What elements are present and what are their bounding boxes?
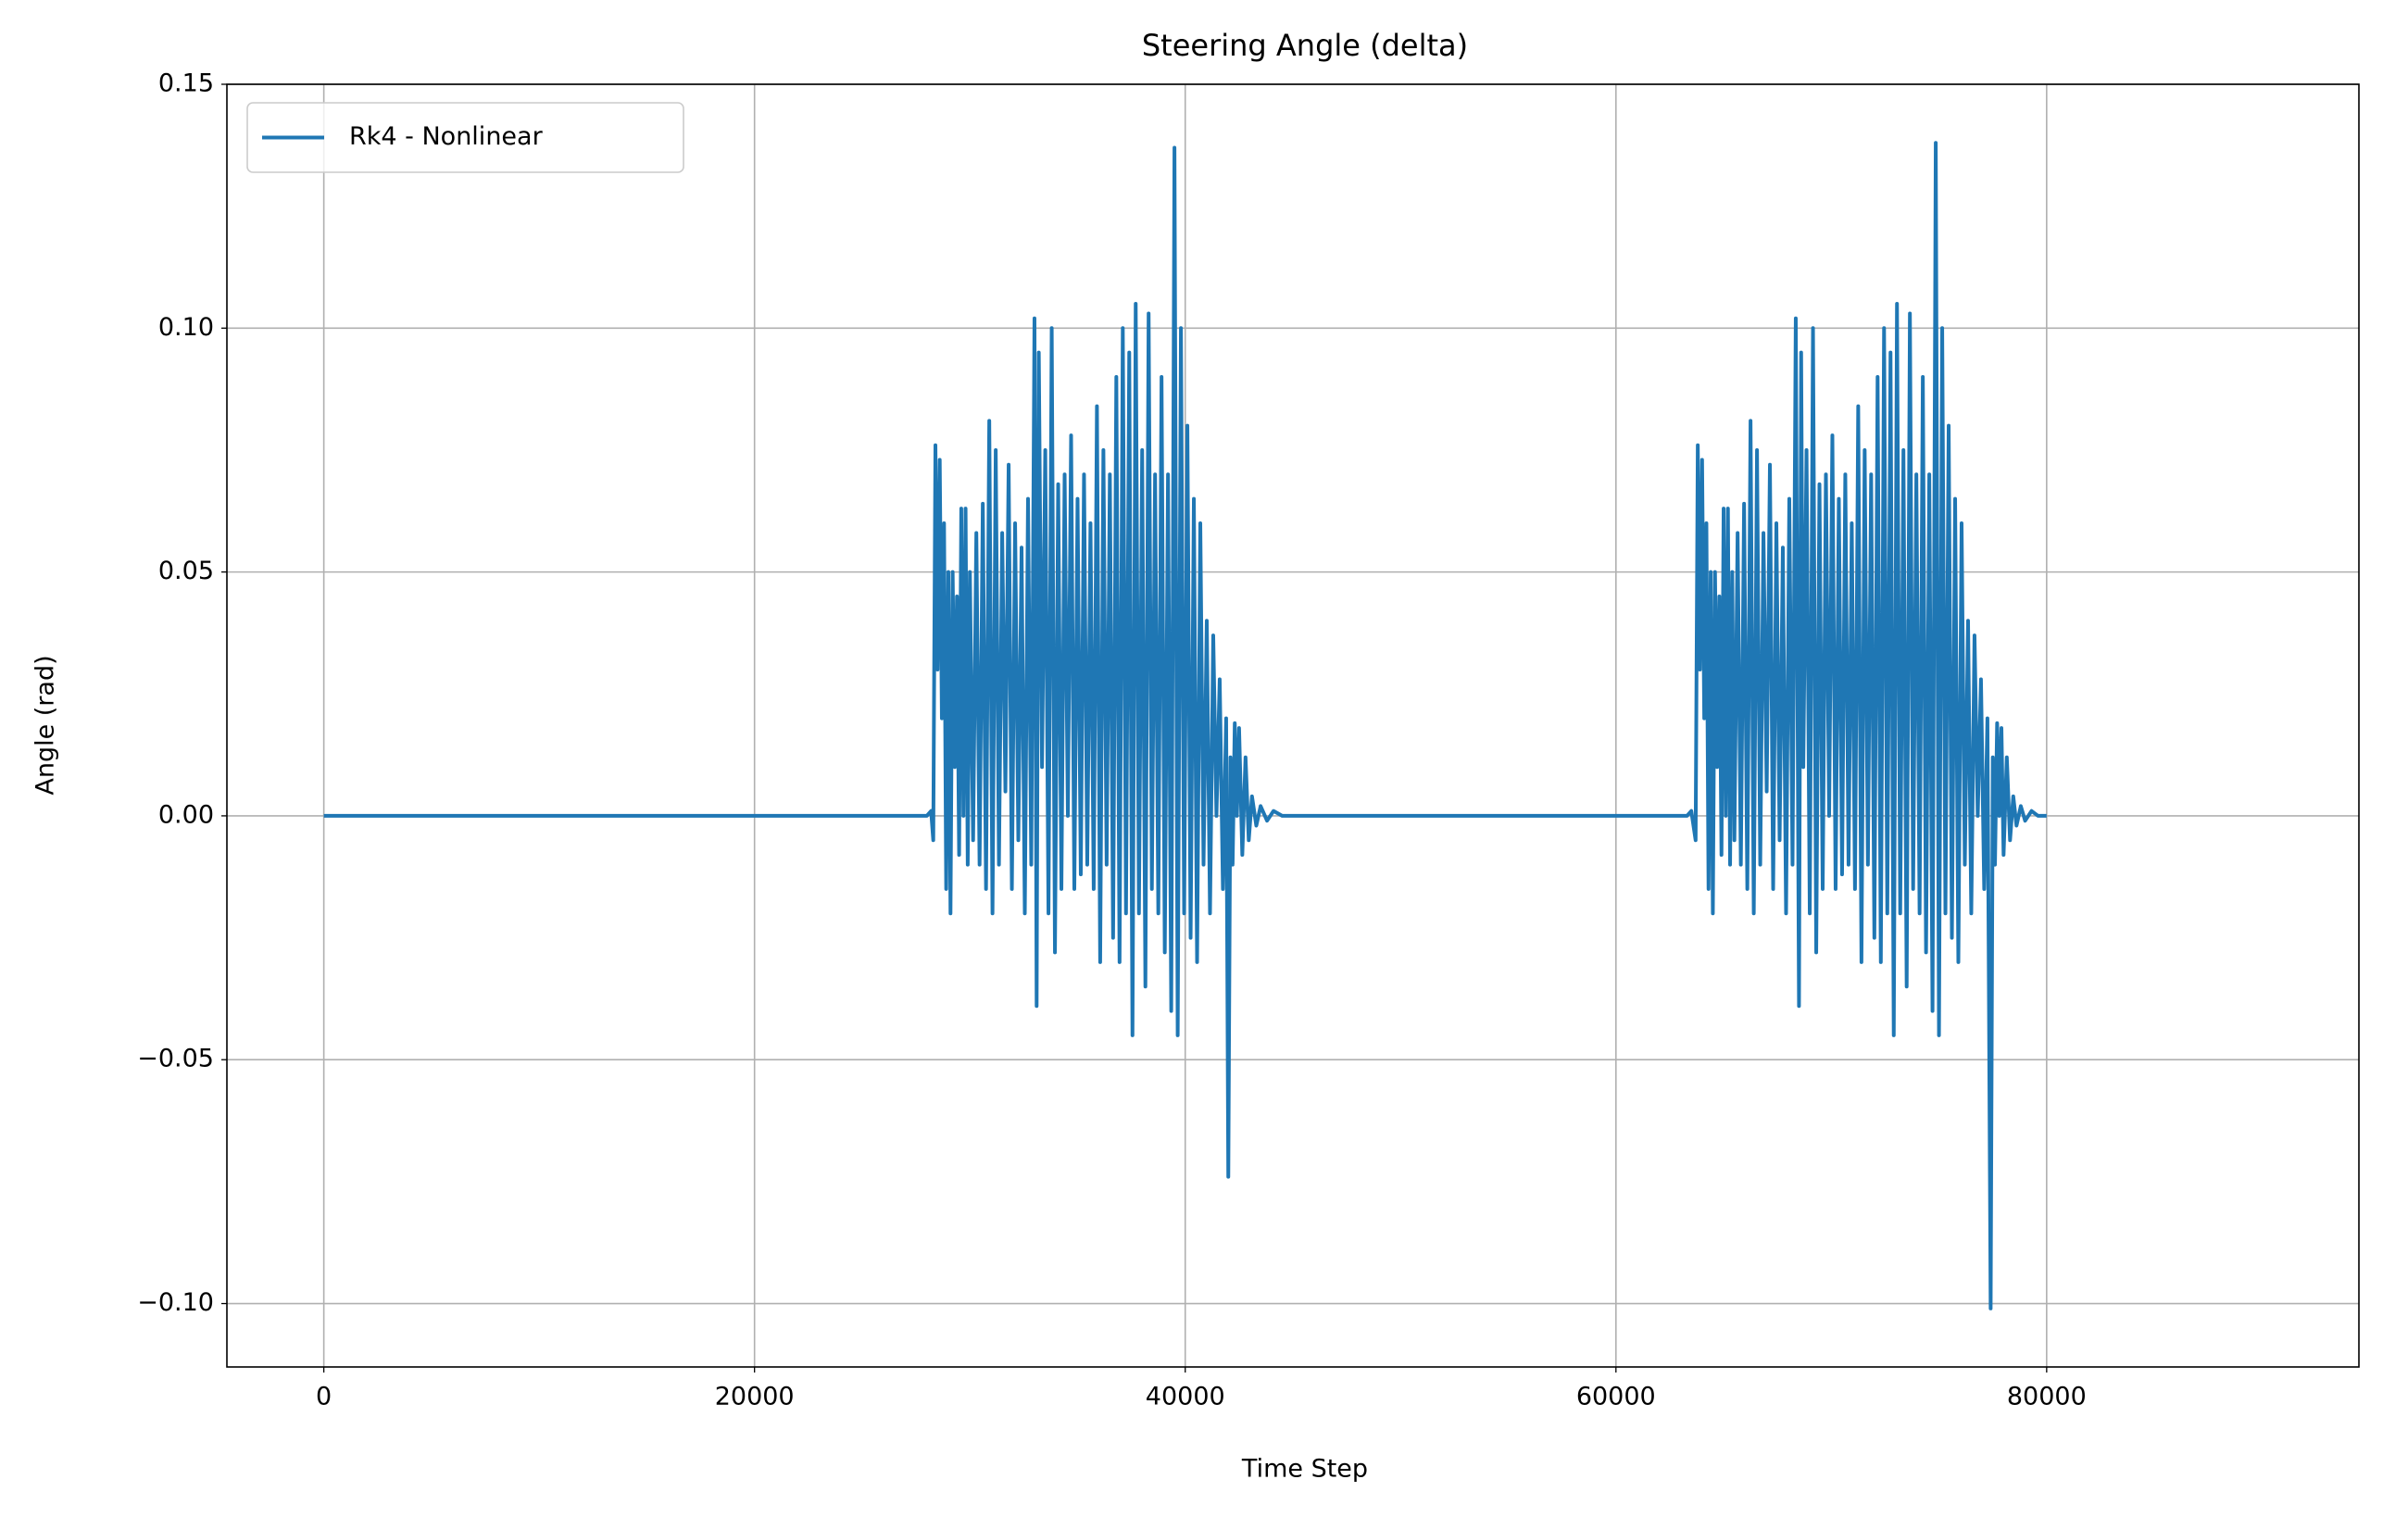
- y-tick-label: 0.00: [158, 800, 214, 829]
- x-axis-label: Time Step: [1241, 1455, 1368, 1484]
- legend-label: Rk4 - Nonlinear: [349, 122, 544, 151]
- x-tick-label: 40000: [1146, 1383, 1225, 1411]
- y-tick-label: 0.15: [158, 69, 214, 98]
- y-axis-label: Angle (rad): [31, 655, 60, 795]
- x-tick-label: 0: [316, 1383, 332, 1411]
- x-tick-label: 60000: [1576, 1383, 1656, 1411]
- y-tick-label: 0.10: [158, 313, 214, 342]
- y-tick-label: −0.10: [137, 1288, 214, 1317]
- x-tick-label: 20000: [715, 1383, 795, 1411]
- x-tick-label: 80000: [2007, 1383, 2087, 1411]
- chart-title: Steering Angle (delta): [1142, 28, 1468, 63]
- y-tick-label: −0.05: [137, 1045, 214, 1073]
- plot-frame: [226, 83, 2360, 1368]
- legend-box: [246, 102, 684, 173]
- data-line: [323, 141, 2047, 1310]
- y-tick-label: 0.05: [158, 557, 214, 585]
